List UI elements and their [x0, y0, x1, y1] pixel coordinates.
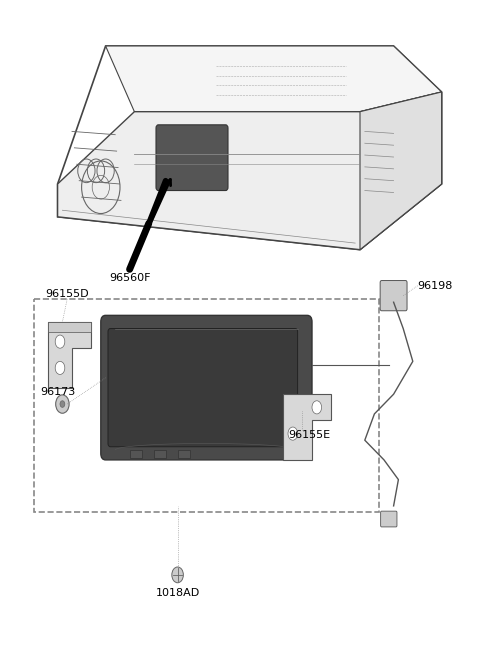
Bar: [154, 450, 166, 458]
Circle shape: [55, 335, 65, 348]
Polygon shape: [58, 92, 442, 250]
FancyBboxPatch shape: [108, 328, 298, 447]
FancyBboxPatch shape: [156, 125, 228, 191]
Bar: [34, 299, 379, 512]
Circle shape: [312, 401, 322, 414]
FancyBboxPatch shape: [101, 315, 312, 460]
Text: 96198: 96198: [418, 281, 453, 291]
Polygon shape: [106, 46, 442, 112]
Polygon shape: [48, 322, 91, 388]
Text: 1018AD: 1018AD: [156, 588, 200, 598]
Bar: [178, 450, 190, 458]
Circle shape: [56, 395, 69, 413]
Text: 96155D: 96155D: [46, 289, 89, 299]
Circle shape: [55, 361, 65, 374]
Circle shape: [60, 401, 65, 407]
Bar: [48, 322, 91, 332]
FancyBboxPatch shape: [380, 281, 407, 311]
Circle shape: [172, 567, 183, 583]
Circle shape: [288, 427, 298, 440]
Text: 96560F: 96560F: [109, 273, 150, 283]
FancyBboxPatch shape: [381, 511, 397, 527]
Bar: [130, 450, 142, 458]
Text: 96173: 96173: [40, 388, 75, 397]
Polygon shape: [360, 92, 442, 250]
Text: 96155E: 96155E: [288, 430, 330, 440]
Polygon shape: [283, 394, 331, 460]
